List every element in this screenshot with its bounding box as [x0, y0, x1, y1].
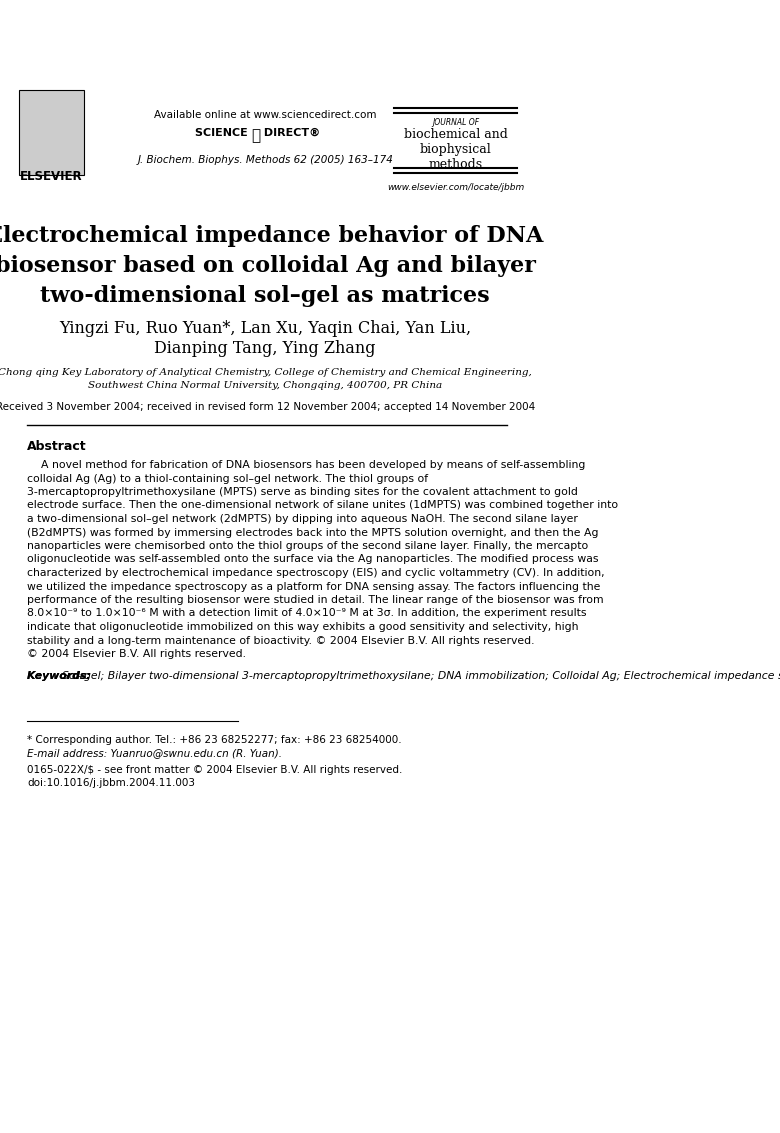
- Text: JOURNAL OF: JOURNAL OF: [432, 118, 479, 127]
- Text: SCIENCE: SCIENCE: [195, 128, 252, 138]
- Text: © 2004 Elsevier B.V. All rights reserved.: © 2004 Elsevier B.V. All rights reserved…: [27, 649, 246, 659]
- Text: electrode surface. Then the one-dimensional network of silane unites (1dMPTS) wa: electrode surface. Then the one-dimensio…: [27, 501, 619, 511]
- Text: ⓐ: ⓐ: [252, 128, 261, 143]
- Text: two-dimensional sol–gel as matrices: two-dimensional sol–gel as matrices: [41, 286, 490, 307]
- Text: biophysical: biophysical: [420, 143, 491, 156]
- Text: nanoparticles were chemisorbed onto the thiol groups of the second silane layer.: nanoparticles were chemisorbed onto the …: [27, 540, 588, 551]
- Text: performance of the resulting biosensor were studied in detail. The linear range : performance of the resulting biosensor w…: [27, 595, 604, 605]
- Text: Abstract: Abstract: [27, 440, 87, 453]
- Text: J. Biochem. Biophys. Methods 62 (2005) 163–174: J. Biochem. Biophys. Methods 62 (2005) 1…: [137, 155, 393, 165]
- Text: (B2dMPTS) was formed by immersing electrodes back into the MPTS solution overnig: (B2dMPTS) was formed by immersing electr…: [27, 528, 599, 537]
- Text: Sol–gel; Bilayer two-dimensional 3-mercaptopropyltrimethoxysilane; DNA immobiliz: Sol–gel; Bilayer two-dimensional 3-merca…: [27, 671, 780, 681]
- Text: methods: methods: [428, 157, 483, 171]
- Text: colloidal Ag (Ag) to a thiol-containing sol–gel network. The thiol groups of: colloidal Ag (Ag) to a thiol-containing …: [27, 474, 428, 484]
- Text: doi:10.1016/j.jbbm.2004.11.003: doi:10.1016/j.jbbm.2004.11.003: [27, 778, 195, 787]
- Text: A novel method for fabrication of DNA biosensors has been developed by means of : A novel method for fabrication of DNA bi…: [27, 460, 586, 470]
- Text: biochemical and: biochemical and: [403, 128, 508, 140]
- Text: DIRECT®: DIRECT®: [260, 128, 320, 138]
- Text: Dianping Tang, Ying Zhang: Dianping Tang, Ying Zhang: [154, 340, 376, 357]
- Text: Yingzi Fu, Ruo Yuan*, Lan Xu, Yaqin Chai, Yan Liu,: Yingzi Fu, Ruo Yuan*, Lan Xu, Yaqin Chai…: [59, 320, 471, 337]
- Text: Keywords:: Keywords:: [27, 671, 94, 681]
- Text: Received 3 November 2004; received in revised form 12 November 2004; accepted 14: Received 3 November 2004; received in re…: [0, 402, 535, 412]
- Text: Southwest China Normal University, Chongqing, 400700, PR China: Southwest China Normal University, Chong…: [88, 381, 442, 390]
- Text: 3-mercaptopropyltrimethoxysilane (MPTS) serve as binding sites for the covalent : 3-mercaptopropyltrimethoxysilane (MPTS) …: [27, 487, 578, 497]
- Text: ELSEVIER: ELSEVIER: [20, 170, 83, 184]
- Text: Available online at www.sciencedirect.com: Available online at www.sciencedirect.co…: [154, 110, 377, 120]
- Text: 8.0×10⁻⁹ to 1.0×10⁻⁶ M with a detection limit of 4.0×10⁻⁹ M at 3σ. In addition, : 8.0×10⁻⁹ to 1.0×10⁻⁶ M with a detection …: [27, 608, 587, 619]
- Text: Keywords:: Keywords:: [27, 671, 94, 681]
- Bar: [19, 90, 83, 174]
- Text: Electrochemical impedance behavior of DNA: Electrochemical impedance behavior of DN…: [0, 225, 544, 247]
- Text: indicate that oligonucleotide immobilized on this way exhibits a good sensitivit: indicate that oligonucleotide immobilize…: [27, 622, 579, 632]
- Text: a two-dimensional sol–gel network (2dMPTS) by dipping into aqueous NaOH. The sec: a two-dimensional sol–gel network (2dMPT…: [27, 514, 578, 523]
- Text: E-mail address: Yuanruo@swnu.edu.cn (R. Yuan).: E-mail address: Yuanruo@swnu.edu.cn (R. …: [27, 748, 282, 758]
- Text: oligonucleotide was self-assembled onto the surface via the Ag nanoparticles. Th: oligonucleotide was self-assembled onto …: [27, 554, 599, 564]
- Text: biosensor based on colloidal Ag and bilayer: biosensor based on colloidal Ag and bila…: [0, 255, 536, 276]
- Text: 0165-022X/$ - see front matter © 2004 Elsevier B.V. All rights reserved.: 0165-022X/$ - see front matter © 2004 El…: [27, 765, 402, 775]
- Text: Chong qing Key Laboratory of Analytical Chemistry, College of Chemistry and Chem: Chong qing Key Laboratory of Analytical …: [0, 368, 532, 377]
- Text: * Corresponding author. Tel.: +86 23 68252277; fax: +86 23 68254000.: * Corresponding author. Tel.: +86 23 682…: [27, 735, 402, 746]
- Text: we utilized the impedance spectroscopy as a platform for DNA sensing assay. The : we utilized the impedance spectroscopy a…: [27, 581, 601, 591]
- Text: www.elsevier.com/locate/jbbm: www.elsevier.com/locate/jbbm: [387, 184, 524, 191]
- Text: characterized by electrochemical impedance spectroscopy (EIS) and cyclic voltamm: characterized by electrochemical impedan…: [27, 568, 604, 578]
- Text: stability and a long-term maintenance of bioactivity. © 2004 Elsevier B.V. All r: stability and a long-term maintenance of…: [27, 636, 535, 646]
